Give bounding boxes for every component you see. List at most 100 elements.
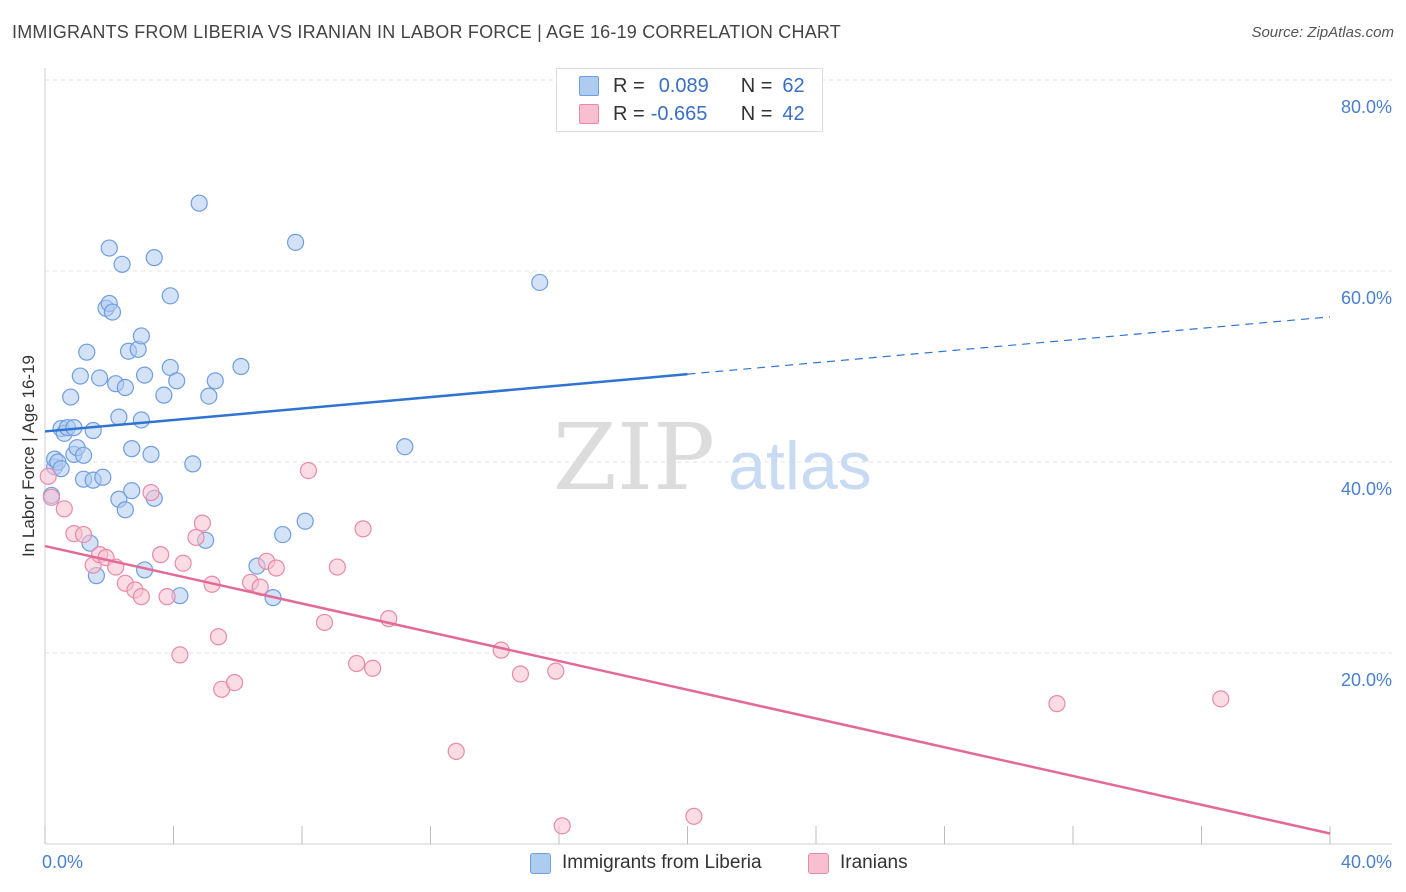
iranians-point	[55, 500, 73, 518]
points	[39, 194, 1230, 835]
liberia-point	[74, 446, 93, 464]
iranians-point	[152, 546, 170, 564]
iranians-point	[511, 665, 530, 683]
liberia-point	[232, 357, 250, 376]
liberia-point	[62, 388, 80, 406]
iranians-point	[267, 559, 285, 577]
r-value: 0.089	[658, 74, 709, 97]
iranians-point	[158, 588, 176, 606]
iranians-point	[42, 488, 61, 506]
iranians-point	[553, 817, 571, 835]
liberia-point	[142, 445, 160, 463]
liberia-point	[132, 411, 150, 429]
liberia-point	[296, 512, 314, 530]
iranians-point	[315, 613, 334, 632]
liberia-point	[116, 378, 134, 397]
iranians-point	[142, 483, 160, 502]
x-tick-label: 40.0%	[1341, 852, 1392, 872]
n-label: N =	[740, 74, 773, 97]
trend-lines	[44, 316, 1331, 835]
liberia-trend-line	[44, 372, 688, 433]
liberia-trend-line-extension	[687, 316, 1331, 375]
legend-swatch-blue	[579, 76, 599, 96]
iranians-point	[299, 461, 318, 480]
liberia-point	[531, 273, 549, 292]
iranians-point	[547, 662, 565, 680]
iranians-point	[39, 467, 57, 485]
liberia-point	[71, 367, 89, 385]
iranians-point	[74, 525, 93, 544]
liberia-point	[78, 343, 96, 361]
iranians-point	[174, 554, 192, 572]
legend-item-iranians: Iranians	[808, 852, 908, 874]
liberia-point	[190, 194, 208, 212]
iranians-point	[348, 654, 366, 673]
liberia-point	[168, 372, 186, 390]
iranians-point	[193, 514, 212, 532]
iranians-point	[225, 674, 244, 692]
iranians-point	[171, 646, 189, 664]
iranians-point	[1048, 695, 1066, 713]
r-label: R =	[613, 74, 645, 97]
legend-swatch-blue	[530, 852, 551, 874]
liberia-point	[103, 303, 122, 321]
stats-row-liberia: R = 0.089 N = 62	[579, 74, 805, 98]
liberia-point	[135, 366, 154, 384]
n-value: 42	[782, 102, 805, 125]
iranians-point	[685, 807, 703, 825]
liberia-point	[145, 249, 163, 267]
liberia-point	[91, 369, 109, 387]
liberia-point	[396, 438, 414, 456]
liberia-point	[206, 372, 224, 390]
liberia-point	[94, 468, 112, 486]
legend-swatch-pink	[808, 852, 829, 874]
iranians-point	[209, 628, 228, 646]
stats-legend: R = 0.089 N = 62 R = -0.665 N = 42	[556, 68, 823, 132]
y-tick-label: 60.0%	[1341, 288, 1392, 308]
iranians-point	[447, 742, 465, 760]
n-label: N =	[740, 102, 773, 125]
legend-label: Iranians	[840, 852, 908, 873]
x-tick-label: 0.0%	[42, 852, 83, 872]
iranians-point	[1212, 690, 1230, 708]
iranians-point	[328, 558, 346, 576]
iranians-point	[187, 528, 205, 547]
r-label: R =	[613, 102, 645, 125]
legend-swatch-pink	[579, 104, 599, 124]
liberia-point	[123, 440, 141, 458]
liberia-point	[84, 421, 102, 440]
liberia-point	[155, 386, 173, 404]
iranians-point	[364, 659, 382, 677]
liberia-point	[113, 255, 131, 273]
liberia-point	[286, 233, 305, 251]
liberia-point	[110, 408, 128, 426]
watermark: ZIP atlas	[553, 404, 872, 511]
liberia-point	[184, 455, 202, 473]
liberia-point	[200, 387, 218, 405]
liberia-point	[100, 239, 118, 257]
liberia-point	[116, 501, 134, 519]
stats-row-iranians: R = -0.665 N = 42	[579, 102, 805, 126]
chart-title: IMMIGRANTS FROM LIBERIA VS IRANIAN IN LA…	[12, 22, 841, 42]
liberia-point	[123, 482, 141, 500]
series-legend: Immigrants from Liberia Iranians	[0, 852, 1406, 878]
axes	[44, 68, 1392, 845]
legend-item-liberia: Immigrants from Liberia	[530, 852, 762, 874]
y-tick-label: 80.0%	[1341, 97, 1392, 117]
watermark-zip: ZIP	[553, 404, 715, 511]
source-label: Source: ZipAtlas.com	[1251, 24, 1394, 41]
n-value: 62	[782, 74, 805, 97]
r-value: -0.665	[650, 102, 708, 125]
iranians-trend-line	[44, 544, 1331, 835]
y-tick-label: 40.0%	[1341, 479, 1392, 499]
liberia-point	[161, 287, 179, 305]
watermark-atlas: atlas	[728, 428, 872, 504]
tick-labels: 20.0% 40.0% 60.0% 80.0% 0.0% 40.0%	[42, 97, 1392, 872]
liberia-point	[132, 327, 150, 345]
y-tick-label: 20.0%	[1341, 670, 1392, 690]
iranians-point	[132, 588, 150, 606]
legend-label: Immigrants from Liberia	[562, 852, 762, 873]
iranians-point	[354, 520, 372, 538]
liberia-point	[52, 460, 70, 478]
